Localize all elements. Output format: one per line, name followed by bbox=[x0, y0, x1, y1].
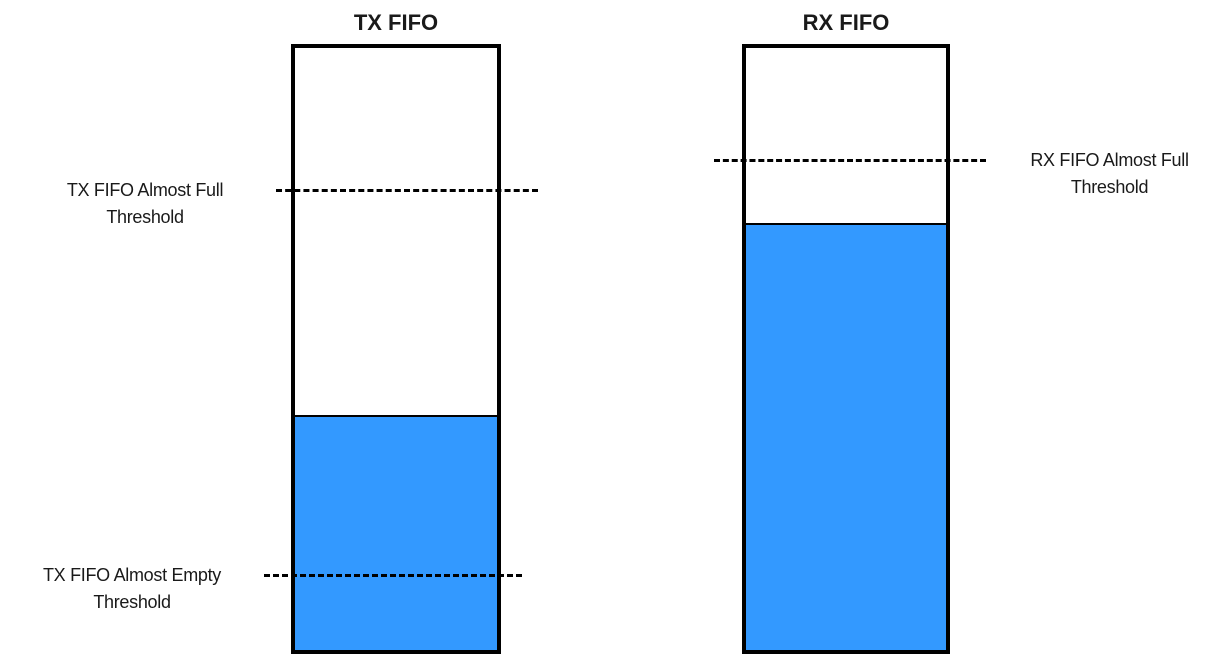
tx-fifo-fill-edge bbox=[295, 415, 497, 417]
rx-fifo-almost-full-threshold-label: RX FIFO Almost Full Threshold bbox=[1030, 150, 1189, 197]
tx-fifo-almost-empty-threshold-line bbox=[264, 574, 522, 577]
tx-fifo-almost-full-threshold-line bbox=[276, 189, 538, 192]
tx-fifo-almost-full-threshold-label: TX FIFO Almost Full Threshold bbox=[66, 180, 224, 227]
rx-fifo-fill-edge bbox=[746, 223, 946, 225]
rx-fifo-title: RX FIFO bbox=[802, 10, 890, 35]
rx-fifo-fill-level bbox=[746, 223, 946, 650]
rx-fifo-buffer bbox=[742, 44, 950, 654]
tx-fifo-fill-level bbox=[295, 415, 497, 650]
tx-fifo-title: TX FIFO bbox=[353, 10, 439, 35]
rx-fifo-almost-full-threshold-line bbox=[714, 159, 986, 162]
tx-fifo-almost-empty-threshold-label: TX FIFO Almost Empty Threshold bbox=[42, 565, 222, 612]
tx-fifo-buffer bbox=[291, 44, 501, 654]
